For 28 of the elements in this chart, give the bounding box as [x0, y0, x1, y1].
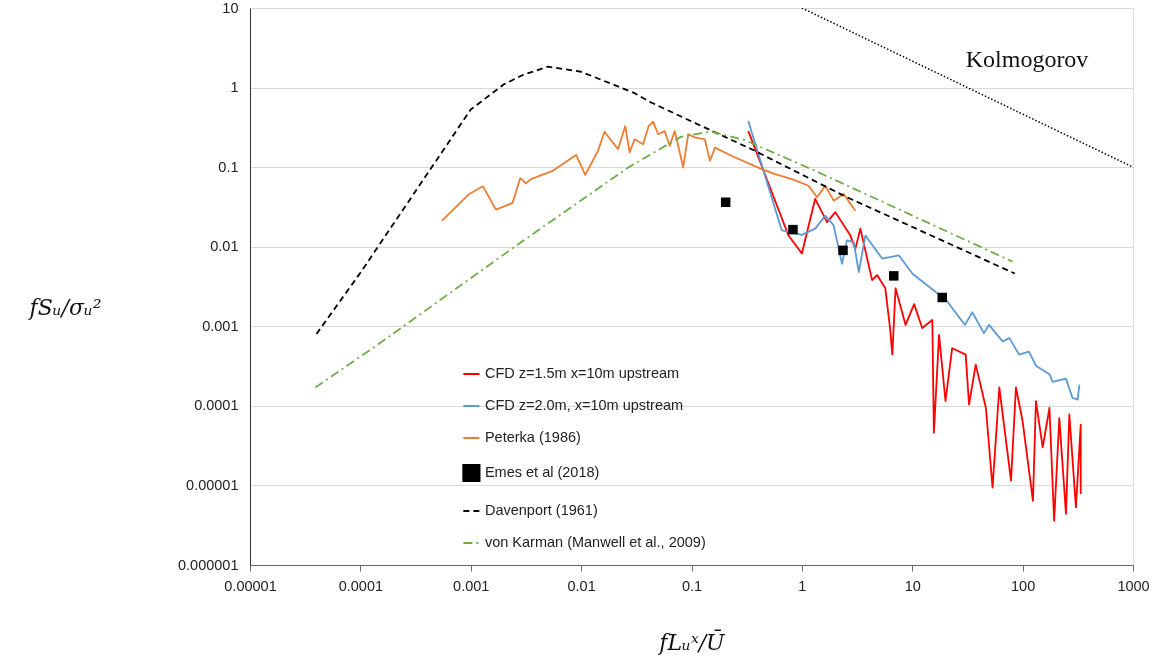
point — [889, 271, 899, 281]
x-tick-label: 10 — [904, 577, 921, 594]
x-tick-label: 0.001 — [453, 577, 490, 594]
y-tick-label: 0.01 — [210, 238, 239, 255]
x-tick-label: 1000 — [1117, 577, 1150, 594]
annotation: Kolmogorov — [965, 46, 1089, 72]
x-tick-label: 0.01 — [567, 577, 596, 594]
legend-label: CFD z=1.5m x=10m upstream — [484, 364, 680, 381]
x-axis-title: fLᵤˣ/Ū — [657, 629, 727, 655]
point — [838, 245, 848, 256]
y-tick-label: 0.1 — [218, 158, 239, 175]
y-tick-label: 1 — [230, 79, 239, 96]
legend-label: von Karman (Manwell et al., 2009) — [484, 533, 706, 550]
legend-label: Peterka (1986) — [484, 428, 581, 445]
legend-label: Davenport (1961) — [484, 501, 598, 518]
legend-label: Emes et al (2018) — [484, 463, 600, 480]
y-tick-label: 0.001 — [202, 317, 239, 334]
point — [788, 224, 798, 235]
y-tick-label: 0.0001 — [194, 397, 239, 414]
x-tick-label: 0.0001 — [338, 577, 384, 594]
legend-label: CFD z=2.0m, x=10m upstream — [484, 396, 684, 413]
x-tick-label: 0.1 — [681, 577, 703, 594]
x-tick-label: 100 — [1011, 577, 1036, 594]
y-tick-label: 0.000001 — [178, 556, 239, 573]
x-tick-label: 1 — [798, 577, 807, 594]
y-tick-label: 10 — [222, 0, 239, 16]
y-tick-label: 0.00001 — [186, 476, 239, 493]
y-axis-title: fSᵤ/σᵤ² — [27, 295, 102, 321]
